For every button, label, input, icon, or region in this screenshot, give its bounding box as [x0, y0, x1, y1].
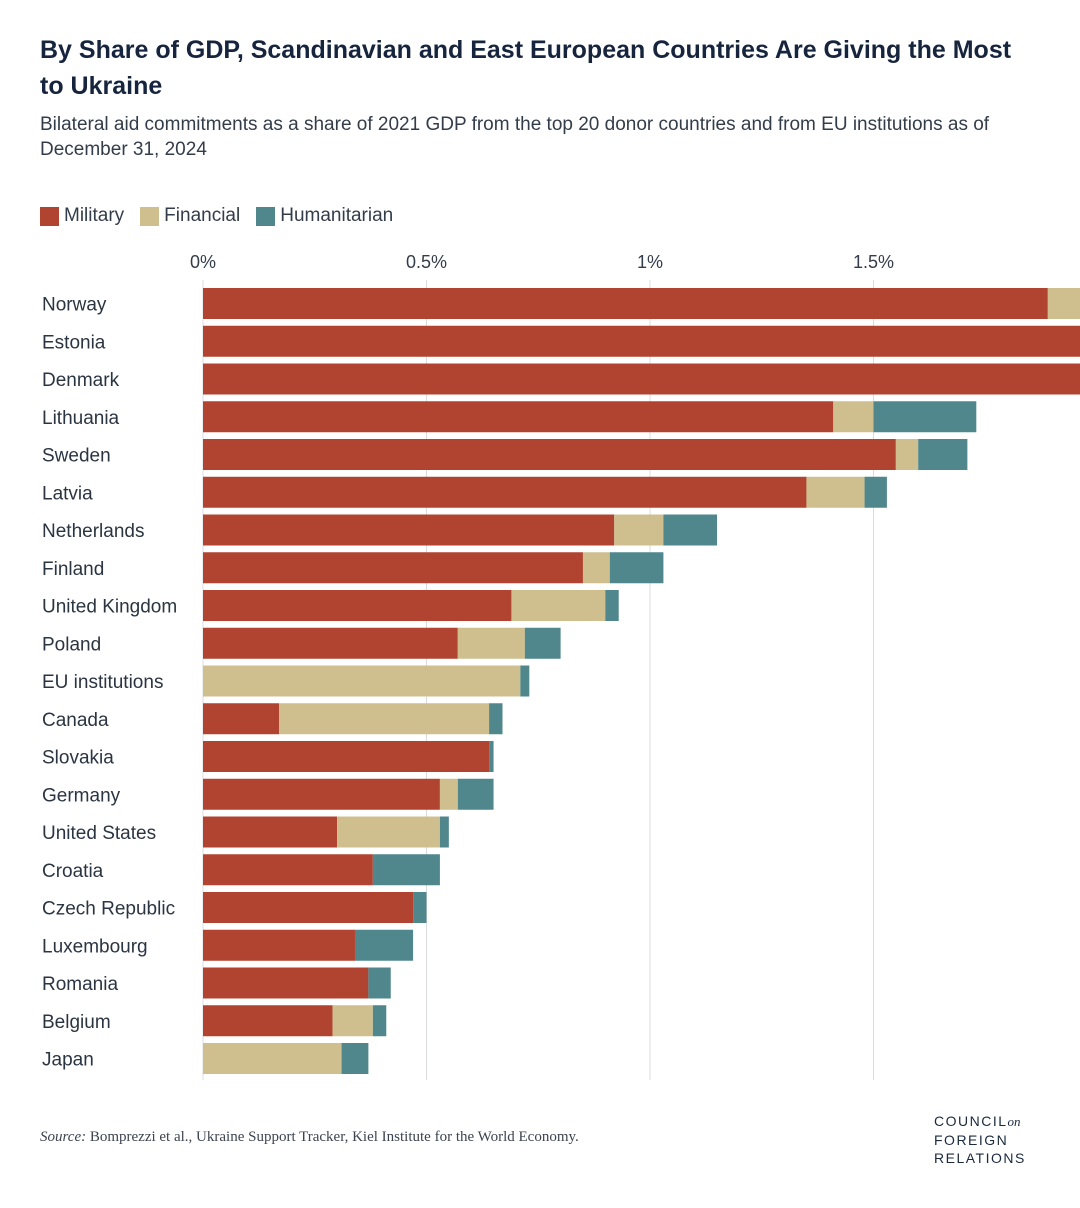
bar-humanitarian [489, 741, 494, 772]
bar-humanitarian [457, 778, 494, 810]
bar-financial [203, 1043, 342, 1074]
bar-military [203, 325, 1080, 357]
x-tick-label: 1% [637, 252, 663, 272]
category-label: Croatia [42, 861, 104, 882]
category-label: Latvia [42, 483, 93, 504]
bar-military [203, 552, 583, 584]
bar-military [203, 627, 458, 659]
bar-financial [1047, 288, 1080, 319]
legend-label-humanitarian: Humanitarian [280, 205, 394, 226]
bar-military [203, 967, 369, 999]
legend-label-financial: Financial [164, 205, 241, 226]
bar-financial [457, 627, 525, 659]
category-label: Japan [42, 1050, 94, 1071]
bar-military [203, 401, 834, 433]
bar-humanitarian [663, 514, 718, 546]
category-label: Canada [42, 710, 109, 731]
category-label: Norway [42, 295, 107, 316]
cfr-logo: COUNCILon FOREIGN RELATIONS [934, 1113, 1026, 1166]
category-label: Romania [42, 974, 118, 995]
x-tick-label: 0% [190, 252, 216, 272]
bar-financial [582, 552, 610, 584]
bar-military [203, 514, 615, 546]
category-label: United Kingdom [42, 597, 177, 618]
category-label: EU institutions [42, 672, 163, 693]
bar-humanitarian [368, 967, 391, 999]
category-label: Luxembourg [42, 936, 148, 957]
legend-swatch-financial [140, 206, 160, 226]
bar-humanitarian [864, 476, 887, 508]
bar-financial [203, 665, 521, 697]
bar-financial [439, 778, 458, 810]
bar-military [203, 288, 1048, 319]
bar-military [203, 1005, 333, 1037]
chart-title: By Share of GDP, Scandinavian and East E… [40, 36, 1012, 100]
legend: Military Financial Humanitarian [40, 205, 393, 227]
bar-humanitarian [524, 627, 561, 659]
bar-humanitarian [372, 1005, 387, 1037]
source-note: Source: Bomprezzi et al., Ukraine Suppor… [40, 1129, 579, 1146]
legend-swatch-humanitarian [256, 206, 276, 226]
bar-humanitarian [413, 892, 427, 923]
bar-military [203, 741, 490, 772]
bar-humanitarian [520, 665, 530, 697]
bar-financial [895, 439, 919, 470]
category-label: Netherlands [42, 521, 144, 542]
category-label: Germany [42, 785, 121, 806]
bar-humanitarian [372, 854, 440, 886]
legend-item-financial: Financial [140, 205, 240, 227]
source-text: Bomprezzi et al., Ukraine Support Tracke… [86, 1129, 579, 1145]
category-label: Czech Republic [42, 899, 175, 920]
bar-financial [332, 1005, 373, 1037]
source-label: Source: [40, 1129, 87, 1145]
x-tick-label: 1.5% [853, 252, 894, 272]
category-label: Lithuania [42, 408, 120, 429]
bar-military [203, 892, 414, 923]
bar-military [203, 703, 279, 735]
bar-chart: 0%0.5%1%1.5%2%2.5%3%3.5%NorwayEstoniaDen… [42, 252, 1080, 1080]
bar-financial [278, 703, 490, 735]
bar-humanitarian [609, 552, 664, 584]
legend-item-military: Military [40, 205, 124, 227]
bar-military [203, 590, 512, 621]
category-label: Finland [42, 559, 104, 580]
category-label: Denmark [42, 370, 120, 391]
bar-humanitarian [489, 703, 503, 735]
bar-military [203, 778, 440, 810]
category-label: Poland [42, 634, 101, 655]
bar-financial [511, 590, 606, 621]
bar-military [203, 439, 896, 470]
bar-military [203, 476, 807, 508]
bar-military [203, 854, 373, 886]
bar-humanitarian [605, 590, 619, 621]
legend-label-military: Military [64, 205, 125, 226]
bar-financial [337, 816, 440, 848]
bar-financial [833, 401, 874, 433]
bar-financial [614, 514, 664, 546]
category-label: Slovakia [42, 748, 114, 769]
chart-subtitle: Bilateral aid commitments as a share of … [40, 114, 990, 160]
bar-humanitarian [354, 929, 414, 961]
category-label: United States [42, 823, 156, 844]
x-tick-label: 0.5% [406, 252, 447, 272]
category-label: Belgium [42, 1012, 111, 1033]
category-label: Sweden [42, 446, 111, 467]
bar-humanitarian [873, 401, 977, 433]
bar-military [203, 929, 355, 961]
legend-item-humanitarian: Humanitarian [256, 205, 393, 227]
category-label: Estonia [42, 332, 106, 353]
bar-military [203, 363, 1080, 395]
bar-humanitarian [439, 816, 449, 848]
bar-military [203, 816, 338, 848]
legend-swatch-military [40, 206, 59, 226]
bar-financial [806, 476, 865, 508]
bar-humanitarian [341, 1043, 369, 1074]
bar-humanitarian [918, 439, 968, 470]
